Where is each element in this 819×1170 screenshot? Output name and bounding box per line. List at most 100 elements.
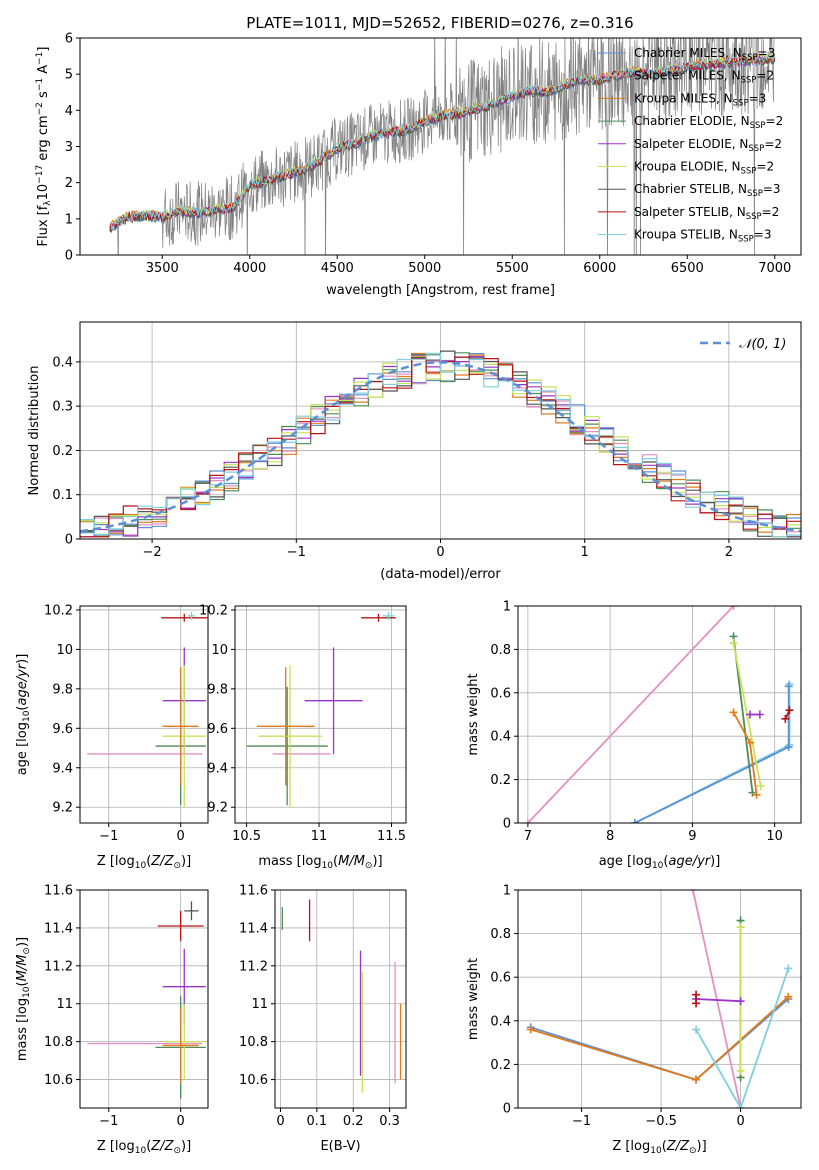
legend-label: Chabrier STELIB, NSSP=3	[634, 182, 781, 199]
x-tick-label: 0.2	[343, 1114, 364, 1129]
axes-frame	[79, 889, 209, 1109]
y-axis-label: age [log10(age/yr)]	[15, 654, 32, 776]
y-tick-label: 9.6	[207, 722, 228, 737]
weight-marker	[752, 790, 761, 799]
x-axis-label: Z [log10(Z/Z⊙)]	[612, 1139, 706, 1156]
x-tick-label: −0.5	[645, 1114, 677, 1129]
weight-marker	[784, 743, 793, 752]
y-tick-label: 10.8	[239, 1035, 268, 1050]
y-tick-label: 0.2	[52, 444, 73, 459]
x-tick-label: 5500	[496, 261, 529, 276]
x-tick-label: 0	[276, 1114, 284, 1129]
legend-label: 𝒩(0, 1)	[739, 337, 786, 352]
legend-label: Salpeter ELODIE, NSSP=2	[634, 137, 782, 154]
weight-line	[696, 998, 741, 1003]
y-tick-label: 10	[211, 643, 228, 658]
y-tick-label: 3	[65, 140, 73, 155]
weight-marker	[785, 706, 794, 715]
y-tick-label: 11.2	[239, 959, 268, 974]
y-axis-label: mass weight	[466, 958, 481, 1040]
x-tick-label: 8	[606, 829, 614, 844]
x-tick-label: 0	[736, 1114, 744, 1129]
y-tick-label: 0.3	[52, 400, 73, 415]
x-tick-label: 5000	[408, 261, 441, 276]
weight-marker	[784, 992, 793, 1001]
x-tick-label: 3500	[146, 261, 179, 276]
x-tick-label: −1	[99, 1114, 118, 1129]
y-tick-label: 11.4	[239, 921, 268, 936]
x-axis-label: E(B-V)	[320, 1139, 360, 1154]
y-tick-label: 9.2	[52, 801, 73, 816]
weight-marker	[745, 710, 754, 719]
weight-marker	[736, 923, 745, 932]
weight-marker	[736, 997, 745, 1006]
x-tick-label: 1	[581, 545, 589, 560]
weight-line	[692, 890, 742, 1108]
spectrum-data-line	[109, 38, 775, 255]
y-tick-label: 2	[65, 176, 73, 191]
x-tick-label: 0	[436, 545, 444, 560]
y-tick-label: 10.6	[239, 1073, 268, 1088]
x-axis-label: mass [log10(M/M⊙)]	[258, 854, 382, 871]
legend-label: Kroupa STELIB, NSSP=3	[634, 228, 772, 245]
weight-marker	[745, 738, 754, 747]
y-tick-label: 11	[251, 997, 268, 1012]
x-tick-label: −1	[287, 545, 306, 560]
x-axis-label: (data-model)/error	[380, 567, 501, 582]
y-tick-label: 5	[65, 68, 73, 83]
y-tick-label: 9.2	[207, 801, 228, 816]
x-tick-label: 10	[766, 829, 783, 844]
y-tick-label: 1	[503, 884, 511, 899]
y-tick-label: 6	[65, 32, 73, 47]
y-tick-label: 0.6	[490, 971, 511, 986]
axes-frame	[517, 605, 802, 824]
y-tick-label: 11	[56, 997, 73, 1012]
y-tick-label: 0	[65, 249, 73, 264]
weight-marker	[729, 638, 738, 647]
y-tick-label: 0	[503, 817, 511, 832]
y-tick-label: 4	[65, 104, 73, 119]
weight-marker	[756, 782, 765, 791]
normal-curve	[80, 361, 801, 533]
legend-label: Chabrier ELODIE, NSSP=2	[634, 114, 783, 131]
x-tick-label: 7	[524, 829, 532, 844]
x-tick-label: 6000	[583, 261, 616, 276]
y-tick-label: 1	[65, 212, 73, 227]
axes-frame	[79, 605, 209, 824]
axes-frame	[274, 889, 407, 1109]
weight-marker	[526, 1025, 535, 1034]
x-axis-label: age [log10(age/yr)]	[599, 854, 721, 871]
y-tick-label: 9.8	[52, 682, 73, 697]
weight-marker	[630, 819, 639, 823]
y-axis-label: Flux [fλ10−17 erg cm−2 s−1 A−1]	[35, 47, 53, 247]
y-axis-label: Normed distribution	[27, 366, 42, 496]
x-tick-label: −1	[99, 829, 118, 844]
x-tick-label: 0.1	[307, 1114, 328, 1129]
x-axis-label: wavelength [Angstrom, rest frame]	[326, 283, 555, 298]
y-tick-label: 9.8	[207, 682, 228, 697]
x-axis-label: Z [log10(Z/Z⊙)]	[97, 854, 191, 871]
weight-marker	[755, 710, 764, 719]
x-tick-label: 7000	[758, 261, 791, 276]
y-tick-label: 10.2	[199, 603, 228, 618]
weight-line	[634, 686, 790, 823]
weight-marker	[781, 714, 790, 723]
weight-marker	[692, 1025, 701, 1034]
legend-label: Salpeter STELIB, NSSP=2	[634, 205, 779, 222]
y-tick-label: 1	[503, 600, 511, 615]
y-tick-label: 0.8	[490, 643, 511, 658]
axes-frame	[517, 889, 802, 1109]
x-axis-label: Z [log10(Z/Z⊙)]	[97, 1139, 191, 1156]
weight-marker	[692, 1075, 701, 1084]
x-tick-label: 0	[177, 1114, 185, 1129]
y-tick-label: 0	[65, 533, 73, 548]
y-tick-label: 10.2	[44, 603, 73, 618]
y-axis-label: mass [log10(M/M⊙)]	[15, 937, 32, 1061]
y-tick-label: 0.2	[490, 1058, 511, 1073]
axes-frame	[234, 605, 407, 824]
y-tick-label: 0	[503, 1102, 511, 1117]
x-tick-label: 11	[311, 829, 328, 844]
y-axis-label: mass weight	[466, 673, 481, 755]
y-tick-label: 0.2	[490, 773, 511, 788]
